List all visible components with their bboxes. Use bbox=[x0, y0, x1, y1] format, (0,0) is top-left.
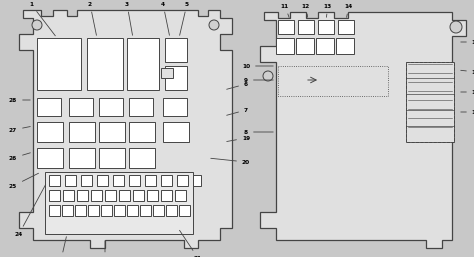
Bar bbox=[91, 190, 102, 201]
Bar bbox=[278, 20, 294, 34]
Text: 11: 11 bbox=[281, 4, 289, 17]
Bar bbox=[49, 190, 60, 201]
Text: 27: 27 bbox=[9, 126, 30, 133]
Bar bbox=[113, 175, 124, 186]
Bar bbox=[99, 148, 125, 168]
Bar bbox=[276, 38, 294, 54]
Bar bbox=[62, 205, 73, 216]
Text: 23: 23 bbox=[57, 237, 66, 257]
Bar bbox=[161, 68, 173, 78]
Bar bbox=[316, 38, 334, 54]
Bar bbox=[406, 62, 454, 142]
Bar bbox=[69, 122, 95, 142]
Text: 5: 5 bbox=[180, 2, 189, 35]
Bar bbox=[37, 148, 63, 168]
Bar bbox=[145, 175, 156, 186]
Bar bbox=[77, 190, 88, 201]
Text: 25: 25 bbox=[9, 173, 38, 188]
Text: 2: 2 bbox=[88, 2, 96, 35]
Bar bbox=[163, 122, 189, 142]
Bar bbox=[69, 98, 93, 116]
Bar bbox=[179, 205, 190, 216]
Text: 24: 24 bbox=[15, 185, 46, 236]
Text: 4: 4 bbox=[161, 2, 169, 35]
Text: 6: 6 bbox=[227, 81, 248, 89]
Bar bbox=[165, 66, 187, 90]
Bar bbox=[37, 122, 63, 142]
Bar bbox=[338, 20, 354, 34]
Bar bbox=[69, 148, 95, 168]
Text: 17: 17 bbox=[461, 89, 474, 95]
Bar bbox=[147, 190, 158, 201]
Circle shape bbox=[209, 20, 219, 30]
Circle shape bbox=[32, 20, 42, 30]
Bar bbox=[278, 66, 388, 96]
Circle shape bbox=[263, 71, 273, 81]
Text: 26: 26 bbox=[9, 153, 30, 161]
Text: 12: 12 bbox=[302, 4, 310, 17]
Text: 8: 8 bbox=[244, 130, 273, 134]
Text: 18: 18 bbox=[461, 109, 474, 115]
Bar bbox=[97, 175, 108, 186]
Bar bbox=[49, 205, 60, 216]
Bar bbox=[161, 175, 172, 186]
Text: 14: 14 bbox=[345, 4, 353, 17]
Bar bbox=[87, 38, 123, 90]
Circle shape bbox=[450, 21, 462, 33]
Bar bbox=[99, 98, 123, 116]
Bar bbox=[88, 205, 99, 216]
Text: 13: 13 bbox=[324, 4, 332, 17]
Bar bbox=[119, 190, 130, 201]
Bar bbox=[105, 190, 116, 201]
Bar bbox=[175, 190, 186, 201]
Text: 1: 1 bbox=[29, 2, 55, 36]
Bar bbox=[129, 148, 155, 168]
Bar bbox=[129, 122, 155, 142]
Bar bbox=[63, 190, 74, 201]
Text: 9: 9 bbox=[244, 78, 273, 82]
Text: 10: 10 bbox=[242, 63, 273, 69]
Bar bbox=[101, 205, 112, 216]
Bar bbox=[336, 38, 354, 54]
Bar bbox=[177, 175, 188, 186]
Polygon shape bbox=[19, 10, 232, 248]
Text: 3: 3 bbox=[125, 2, 133, 35]
Bar bbox=[127, 38, 159, 90]
Bar bbox=[75, 205, 86, 216]
Bar bbox=[37, 98, 61, 116]
Text: 7: 7 bbox=[227, 107, 248, 115]
Bar bbox=[318, 20, 334, 34]
Bar bbox=[296, 38, 314, 54]
Bar bbox=[133, 190, 144, 201]
Bar bbox=[298, 20, 314, 34]
Bar bbox=[129, 98, 153, 116]
Text: 28: 28 bbox=[9, 97, 30, 103]
Bar bbox=[45, 172, 193, 234]
Text: 19: 19 bbox=[227, 135, 250, 142]
Text: 21: 21 bbox=[180, 230, 202, 257]
Bar bbox=[193, 175, 201, 186]
Bar bbox=[127, 205, 138, 216]
Bar bbox=[37, 38, 81, 90]
Bar bbox=[163, 98, 187, 116]
Bar bbox=[166, 205, 177, 216]
Text: 20: 20 bbox=[211, 158, 250, 164]
Bar bbox=[81, 175, 92, 186]
Text: 15: 15 bbox=[461, 40, 474, 44]
Bar bbox=[406, 62, 454, 142]
Text: 22: 22 bbox=[101, 241, 109, 257]
Polygon shape bbox=[260, 12, 466, 248]
Bar bbox=[161, 190, 172, 201]
Text: 16: 16 bbox=[461, 69, 474, 75]
Bar bbox=[49, 175, 60, 186]
Bar bbox=[140, 205, 151, 216]
Bar bbox=[129, 175, 140, 186]
Bar bbox=[114, 205, 125, 216]
Bar bbox=[153, 205, 164, 216]
Bar bbox=[99, 122, 125, 142]
Bar bbox=[65, 175, 76, 186]
Bar bbox=[165, 38, 187, 62]
